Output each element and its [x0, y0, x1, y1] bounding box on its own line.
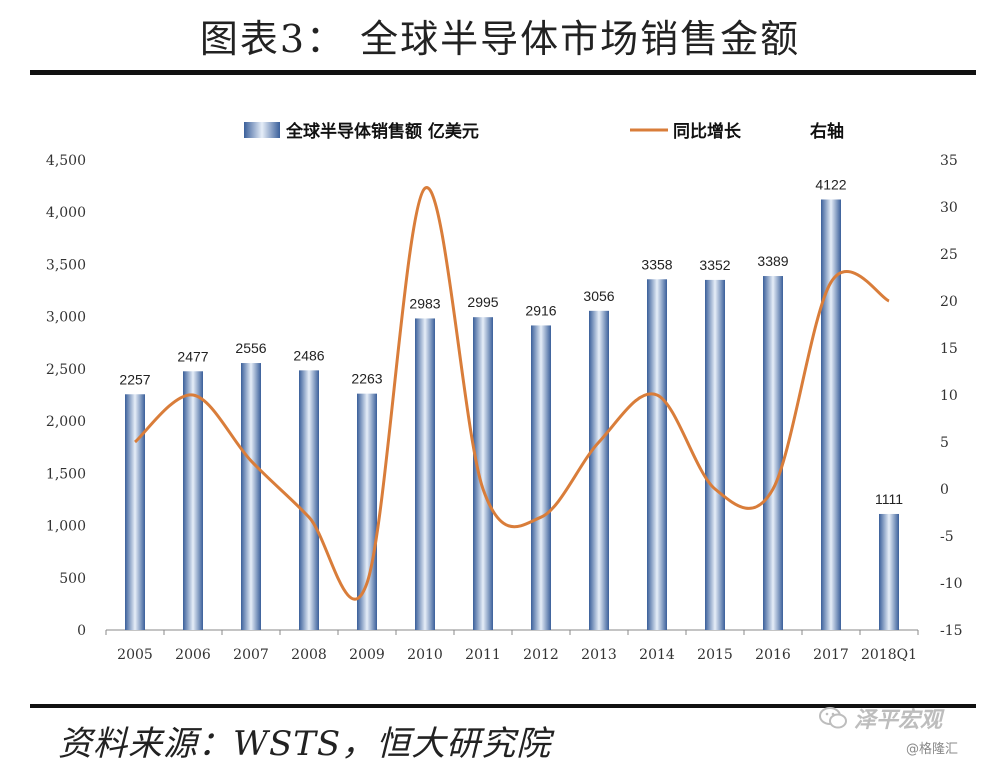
bar-value-label: 2556 — [235, 340, 266, 356]
data-labels: 2257 2477 2556 2486 2263 2983 2995 2916 3056 3358… — [119, 176, 903, 506]
y-right-tick-label: -10 — [940, 576, 963, 592]
y-left-tick-label: 500 — [59, 571, 86, 587]
x-tick-label: 2009 — [349, 647, 385, 663]
x-tick-label: 2010 — [407, 647, 443, 663]
y-right-tick-label: 5 — [940, 435, 949, 451]
bar — [357, 393, 377, 630]
legend: 全球半导体销售额 亿美元 同比增长 右轴 — [244, 121, 844, 142]
bar-value-label: 2477 — [177, 348, 208, 364]
y-left-tick-label: 0 — [77, 623, 86, 639]
y-left-tick-label: 2,500 — [46, 362, 86, 378]
y-left-tick-label: 1,000 — [46, 519, 86, 535]
legend-bar-swatch — [244, 122, 280, 138]
x-tick-label: 2008 — [291, 647, 327, 663]
bar — [763, 276, 783, 630]
y-right-tick-label: 30 — [940, 200, 958, 216]
y-left-tick-label: 4,000 — [46, 205, 86, 221]
y-left-tick-label: 3,000 — [46, 310, 86, 326]
bar — [299, 370, 319, 630]
x-tick-label: 2014 — [639, 647, 675, 663]
bar — [647, 279, 667, 630]
y-right-tick-label: -5 — [940, 529, 954, 545]
y-right-tick-label: 25 — [940, 247, 958, 263]
y-right-tick-label: 15 — [940, 341, 958, 357]
y-right-tick-label: 35 — [940, 153, 958, 169]
x-tick-label: 2006 — [175, 647, 211, 663]
legend-axis-note: 右轴 — [810, 121, 844, 142]
bottom-rule — [30, 704, 976, 708]
wechat-icon — [819, 707, 847, 729]
bar-value-label: 1111 — [875, 491, 903, 507]
y-left-tick-label: 2,000 — [46, 414, 86, 430]
x-tick-label: 2011 — [465, 647, 501, 663]
x-tick-label: 2015 — [697, 647, 733, 663]
bar — [821, 199, 841, 631]
legend-bar-label: 全球半导体销售额 亿美元 — [285, 121, 479, 142]
x-tick-label: 2005 — [117, 647, 153, 663]
bar-value-label: 2486 — [293, 347, 324, 363]
chart-canvas: 全球半导体销售额 亿美元 同比增长 右轴 2005 2006 2007 2008 200… — [46, 121, 963, 663]
bar-value-label: 2983 — [409, 295, 440, 311]
bar-value-label: 2257 — [119, 371, 150, 387]
bar — [183, 371, 203, 630]
bar-value-label: 4122 — [815, 176, 846, 192]
x-tick-label: 2016 — [755, 647, 791, 663]
x-tick-label: 2013 — [581, 647, 617, 663]
bar — [531, 325, 551, 630]
bar-value-label: 3358 — [641, 256, 672, 272]
bar-value-label: 3056 — [583, 288, 614, 304]
source-note: 资料来源：WSTS，恒大研究院 — [58, 724, 552, 764]
bar — [241, 363, 261, 630]
watermark-brand: 泽平宏观 — [818, 702, 942, 734]
bar — [589, 310, 609, 630]
bar — [415, 318, 435, 630]
y-right-tick-label: -15 — [940, 623, 963, 639]
top-rule — [30, 70, 976, 75]
y-right-tick-label: 10 — [940, 388, 958, 404]
bar — [473, 317, 493, 630]
x-tick-label: 2018Q1 — [861, 647, 917, 663]
growth-line — [133, 186, 890, 601]
y-right-tick-label: 20 — [940, 294, 958, 310]
bar — [125, 394, 145, 630]
bars — [125, 199, 899, 631]
x-tick-label: 2017 — [813, 647, 849, 663]
bar — [705, 279, 725, 630]
x-tick-label: 2012 — [523, 647, 559, 663]
watermark-account: @格隆汇 — [906, 742, 959, 757]
bar-value-label: 2916 — [525, 302, 556, 318]
chart-title: 图表3： 全球半导体市场销售金额 — [199, 17, 801, 61]
bar-value-label: 3389 — [757, 253, 788, 269]
bar-value-label: 3352 — [699, 257, 730, 273]
watermark-brand-text: 泽平宏观 — [854, 708, 943, 733]
y-right-tick-label: 0 — [940, 482, 949, 498]
y-left-tick-label: 4,500 — [46, 153, 86, 169]
bar — [879, 513, 899, 630]
x-tick-label: 2007 — [233, 647, 269, 663]
bar-value-label: 2995 — [467, 294, 498, 310]
growth-line-path — [133, 186, 890, 601]
y-left-tick-label: 3,500 — [46, 257, 86, 273]
y-left-tick-label: 1,500 — [46, 466, 86, 482]
legend-line-label: 同比增长 — [673, 121, 742, 142]
bar-value-label: 2263 — [351, 371, 382, 387]
